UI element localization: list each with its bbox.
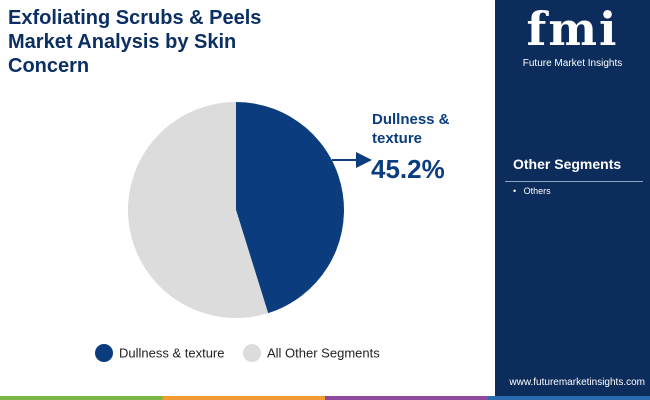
chart: Dullness & texture 45.2% Dullness & textur…	[95, 102, 450, 362]
legend-label: Dullness & texture	[119, 345, 225, 360]
pie-slice	[127, 102, 269, 318]
callout-label-box: Dullness & texture	[372, 111, 450, 147]
segments-heading: Other Segments	[513, 156, 622, 172]
chart-title: Exfoliating Scrubs & Peels Market Analys…	[8, 7, 262, 77]
legend-swatch	[243, 344, 261, 362]
value-label: 45.2%	[371, 154, 445, 184]
segment-item-text: Others	[523, 186, 551, 196]
url: www.futuremarketinsights.com	[509, 377, 645, 388]
legend-label: All Other Segments	[267, 345, 380, 360]
logo-mark: fmi	[526, 2, 619, 56]
legend-swatch	[95, 344, 113, 362]
segment-item: • Others	[513, 186, 551, 196]
footer-strip	[0, 396, 650, 400]
callout-label: Dullness & texture	[372, 111, 450, 147]
logo-text: Future Market Insights	[522, 58, 623, 69]
divider	[505, 181, 643, 182]
pie-slice	[236, 102, 344, 314]
sidebar: fmi Future Market Insights Other Segment…	[495, 0, 650, 396]
